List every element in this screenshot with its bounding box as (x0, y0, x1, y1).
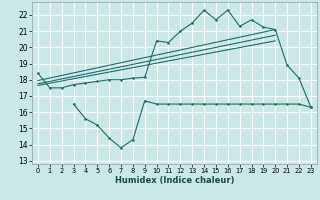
X-axis label: Humidex (Indice chaleur): Humidex (Indice chaleur) (115, 176, 234, 185)
